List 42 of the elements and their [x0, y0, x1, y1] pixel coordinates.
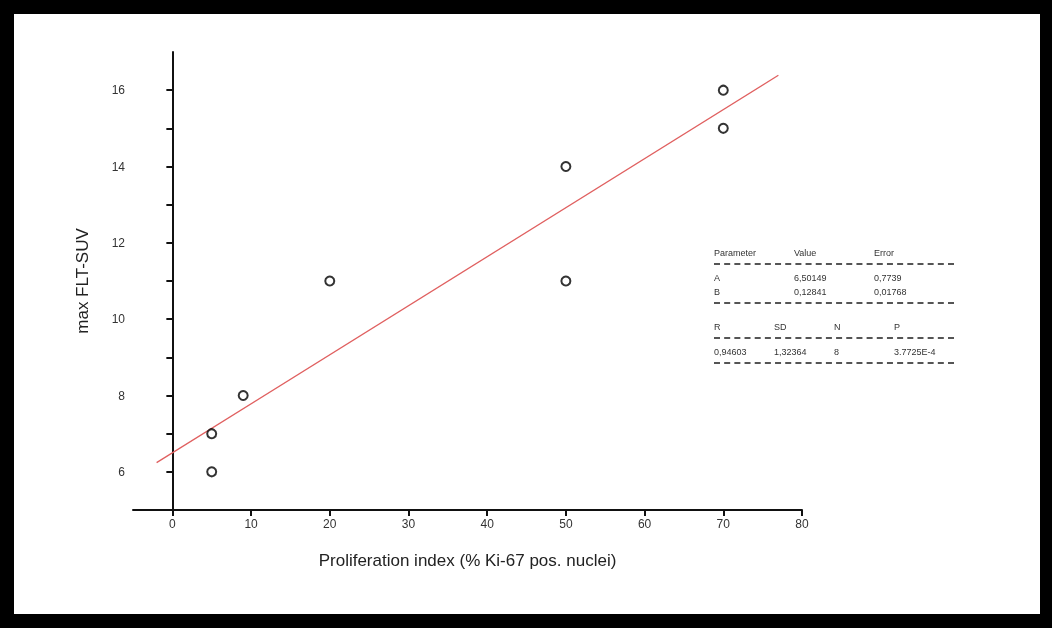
- y-tick-label: 12: [111, 235, 126, 250]
- x-tick-label: 80: [795, 517, 809, 531]
- text: P: [894, 322, 901, 332]
- point: [237, 390, 249, 401]
- x-tick-label: 60: [637, 517, 652, 531]
- point: [717, 84, 729, 96]
- y-axis-title: max FLT-SUV: [73, 227, 92, 334]
- annotation: Value: [794, 248, 818, 258]
- point: [324, 275, 336, 287]
- x-tick-label: 50: [559, 517, 573, 531]
- x-tick-label: 70: [716, 517, 731, 531]
- point: [560, 275, 572, 287]
- text: 0,7739: [874, 273, 903, 283]
- text: Error: [874, 248, 895, 258]
- point: [560, 161, 572, 172]
- point: [717, 122, 729, 134]
- annotation: 0,12841: [794, 287, 828, 297]
- text: 8: [834, 347, 840, 357]
- annotation: A: [714, 273, 721, 283]
- x-tick-label: 40: [480, 517, 495, 531]
- y-tick-label: 8: [118, 388, 126, 403]
- x-axis-title: Proliferation index (% Ki-67 pos. nuclei): [318, 551, 617, 570]
- annotation: Parameter: [714, 248, 758, 258]
- annotation: SD: [774, 322, 788, 332]
- point: [206, 466, 218, 478]
- text: 3.7725E-4: [894, 347, 937, 357]
- x-tick-label: 10: [244, 517, 259, 531]
- y-tick-label: 16: [111, 83, 126, 98]
- text: 0,01768: [874, 287, 908, 297]
- y-tick-label: 14: [111, 159, 126, 174]
- annotation: R: [714, 322, 722, 332]
- annotation: 1,32364: [774, 347, 808, 357]
- annotation: 0,94603: [714, 347, 748, 357]
- y-tick-label: 6: [118, 464, 126, 479]
- x-tick-label: 20: [323, 517, 337, 531]
- annotation: 6,50149: [794, 273, 828, 283]
- x-tick-label: 30: [401, 517, 416, 531]
- x-tick-label: 0: [169, 517, 177, 531]
- y-tick-label: 10: [111, 312, 126, 327]
- annotation: B: [714, 287, 721, 297]
- point: [206, 428, 218, 440]
- text: N: [834, 322, 842, 332]
